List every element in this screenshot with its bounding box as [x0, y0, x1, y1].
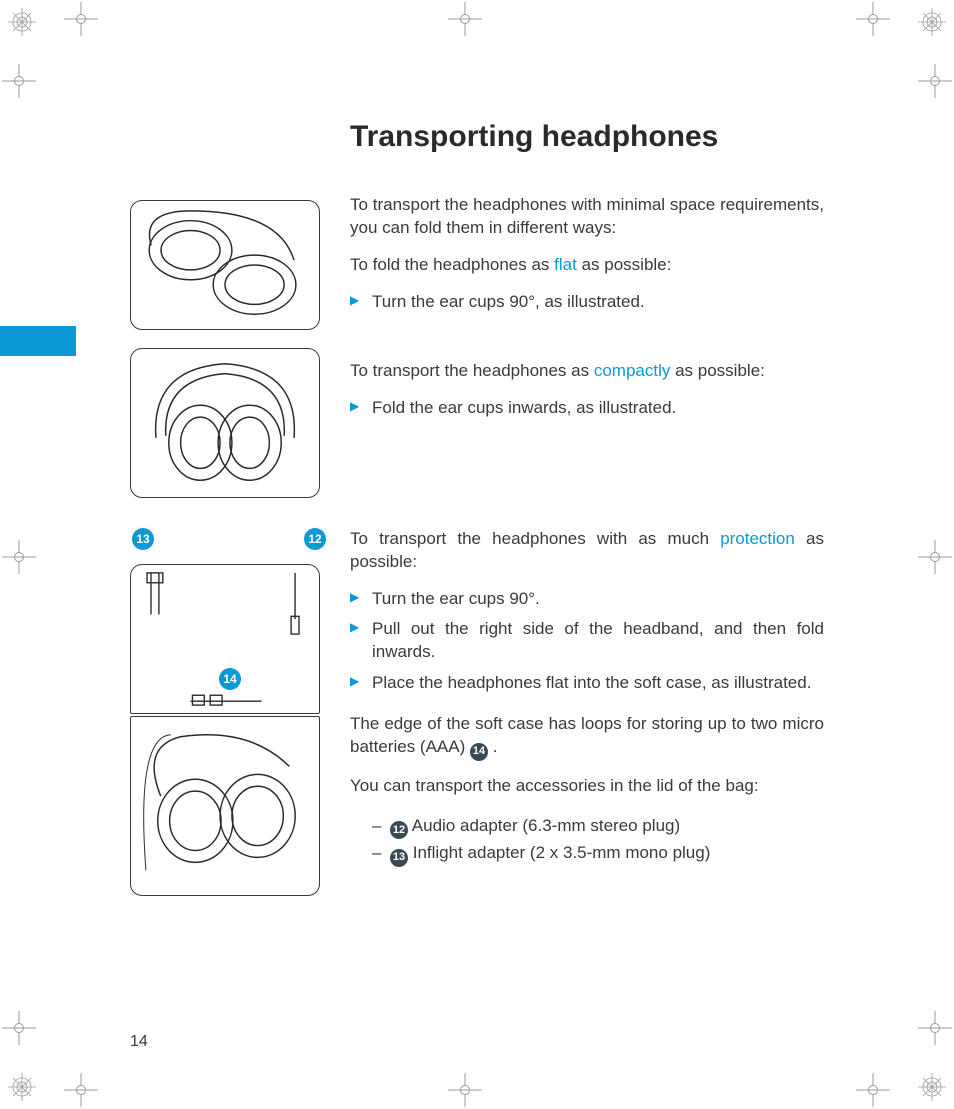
compact-steps: Fold the ear cups inwards, as illustrate… [350, 397, 824, 420]
text-column: Transporting headphones To transport the… [350, 120, 824, 896]
highlight-protection: protection [720, 529, 795, 548]
highlight-flat: flat [554, 255, 577, 274]
illustration-flat-fold [130, 200, 320, 330]
step-item: Turn the ear cups 90°, as illustrated. [350, 291, 824, 314]
callout-badge-14: 14 [219, 668, 241, 690]
inline-badge-13: 13 [390, 849, 408, 867]
loops-paragraph: The edge of the soft case has loops for … [350, 713, 824, 760]
illustration-column: 13 12 [130, 120, 330, 896]
callout-badge-12: 12 [304, 528, 326, 550]
flat-lead: To fold the headphones as flat as possib… [350, 254, 824, 277]
step-item: Place the headphones flat into the soft … [350, 672, 824, 695]
step-item: Fold the ear cups inwards, as illustrate… [350, 397, 824, 420]
step-item: Pull out the right side of the headband,… [350, 618, 824, 664]
illustration-compact-fold [130, 348, 320, 498]
callout-badge-13: 13 [132, 528, 154, 550]
page-title: Transporting headphones [350, 120, 824, 154]
accessory-item: 12 Audio adapter (6.3-mm stereo plug) [372, 812, 824, 840]
illustration-softcase: 13 12 [130, 528, 330, 896]
step-item: Turn the ear cups 90°. [350, 588, 824, 611]
flat-steps: Turn the ear cups 90°, as illustrated. [350, 291, 824, 314]
illustration-case-body [130, 716, 320, 896]
page-number: 14 [130, 1033, 148, 1051]
accessory-item: 13 Inflight adapter (2 x 3.5-mm mono plu… [372, 839, 824, 867]
illustration-case-lid [130, 564, 320, 714]
protect-lead: To transport the headphones with as much… [350, 528, 824, 574]
accessories-lead: You can transport the accessories in the… [350, 775, 824, 798]
highlight-compact: compactly [594, 361, 671, 380]
accessories-list: 12 Audio adapter (6.3-mm stereo plug) 13… [350, 812, 824, 868]
inline-badge-12: 12 [390, 821, 408, 839]
manual-page: 13 12 [0, 0, 954, 1109]
inline-badge-14: 14 [470, 743, 488, 761]
compact-lead: To transport the headphones as compactly… [350, 360, 824, 383]
intro-paragraph: To transport the headphones with minimal… [350, 194, 824, 240]
protect-steps: Turn the ear cups 90°. Pull out the righ… [350, 588, 824, 696]
